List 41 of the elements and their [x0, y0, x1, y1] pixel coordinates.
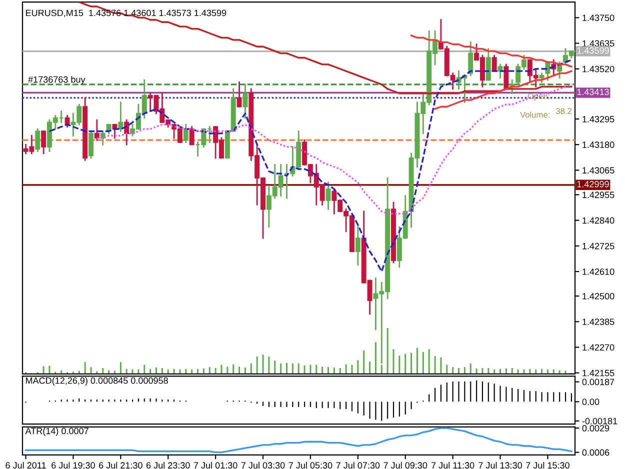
y-tick-label: 0.0006 — [582, 449, 610, 456]
y-tick-label: 1.43180 — [582, 142, 614, 148]
ref-line-label: 1.42999 — [577, 180, 609, 188]
y-tick-label: 0.00187 — [582, 378, 614, 386]
y-tick-label: 1.43065 — [582, 167, 614, 174]
y-tick-label: 1.42270 — [582, 344, 614, 351]
y-tick-label: 1.43295 — [582, 116, 614, 122]
x-tick-label: 7 Jul 13:30 — [478, 462, 522, 469]
x-tick-label: 6 Jul 23:30 — [146, 462, 190, 469]
x-tick-label: 6 Jul 19:30 — [52, 462, 95, 469]
y-tick-label: -0.00181 — [582, 418, 618, 424]
y-tick-label: 1.43635 — [582, 40, 614, 47]
y-tick-label: 1.43520 — [582, 66, 614, 72]
annotation: 38.2 — [556, 108, 572, 114]
y-tick-label: 1.43750 — [582, 14, 614, 22]
x-tick-label: 6 Jul 21:30 — [99, 462, 142, 469]
x-tick-label: 7 Jul 05:30 — [288, 462, 332, 469]
x-tick-label: 7 Jul 15:30 — [526, 462, 570, 469]
ref-line-label: 1.43413 — [577, 88, 609, 96]
annotation: Open: — [528, 93, 550, 101]
ref-line-label: 1.43599 — [577, 47, 609, 54]
y-tick-label: 1.42155 — [582, 370, 614, 376]
x-tick-label: 7 Jul 11:30 — [432, 462, 474, 469]
x-tick-label: 7 Jul 03:30 — [241, 462, 285, 469]
chart-title: ATR(14) 0.0007 — [25, 428, 88, 436]
chart-title: MACD(12,26,9) 0.000845 0.000958 — [26, 377, 168, 386]
y-tick-label: 0.00 — [582, 398, 600, 406]
ref-line-label: #1736763 buy — [28, 76, 86, 84]
y-tick-label: 1.42610 — [582, 268, 614, 275]
x-tick-label: 7 Jul 01:30 — [194, 462, 238, 469]
y-tick-label: 1.42385 — [582, 318, 614, 326]
y-tick-label: 1.42955 — [582, 192, 614, 198]
text: EURUSD,M15 1.43576 1.43601 1.43573 1.43599 — [26, 10, 226, 18]
x-tick-label: 7 Jul 07:30 — [336, 462, 380, 469]
y-tick-label: 1.42840 — [582, 217, 614, 224]
x-tick-label: 6 Jul 2011 — [6, 462, 46, 469]
y-tick-label: 1.42500 — [582, 293, 614, 300]
y-tick-label: 0.0029 — [582, 425, 610, 432]
x-tick-label: 7 Jul 09:30 — [384, 462, 428, 469]
y-tick-label: 1.42725 — [582, 242, 614, 250]
annotation: Volume: — [520, 112, 550, 118]
